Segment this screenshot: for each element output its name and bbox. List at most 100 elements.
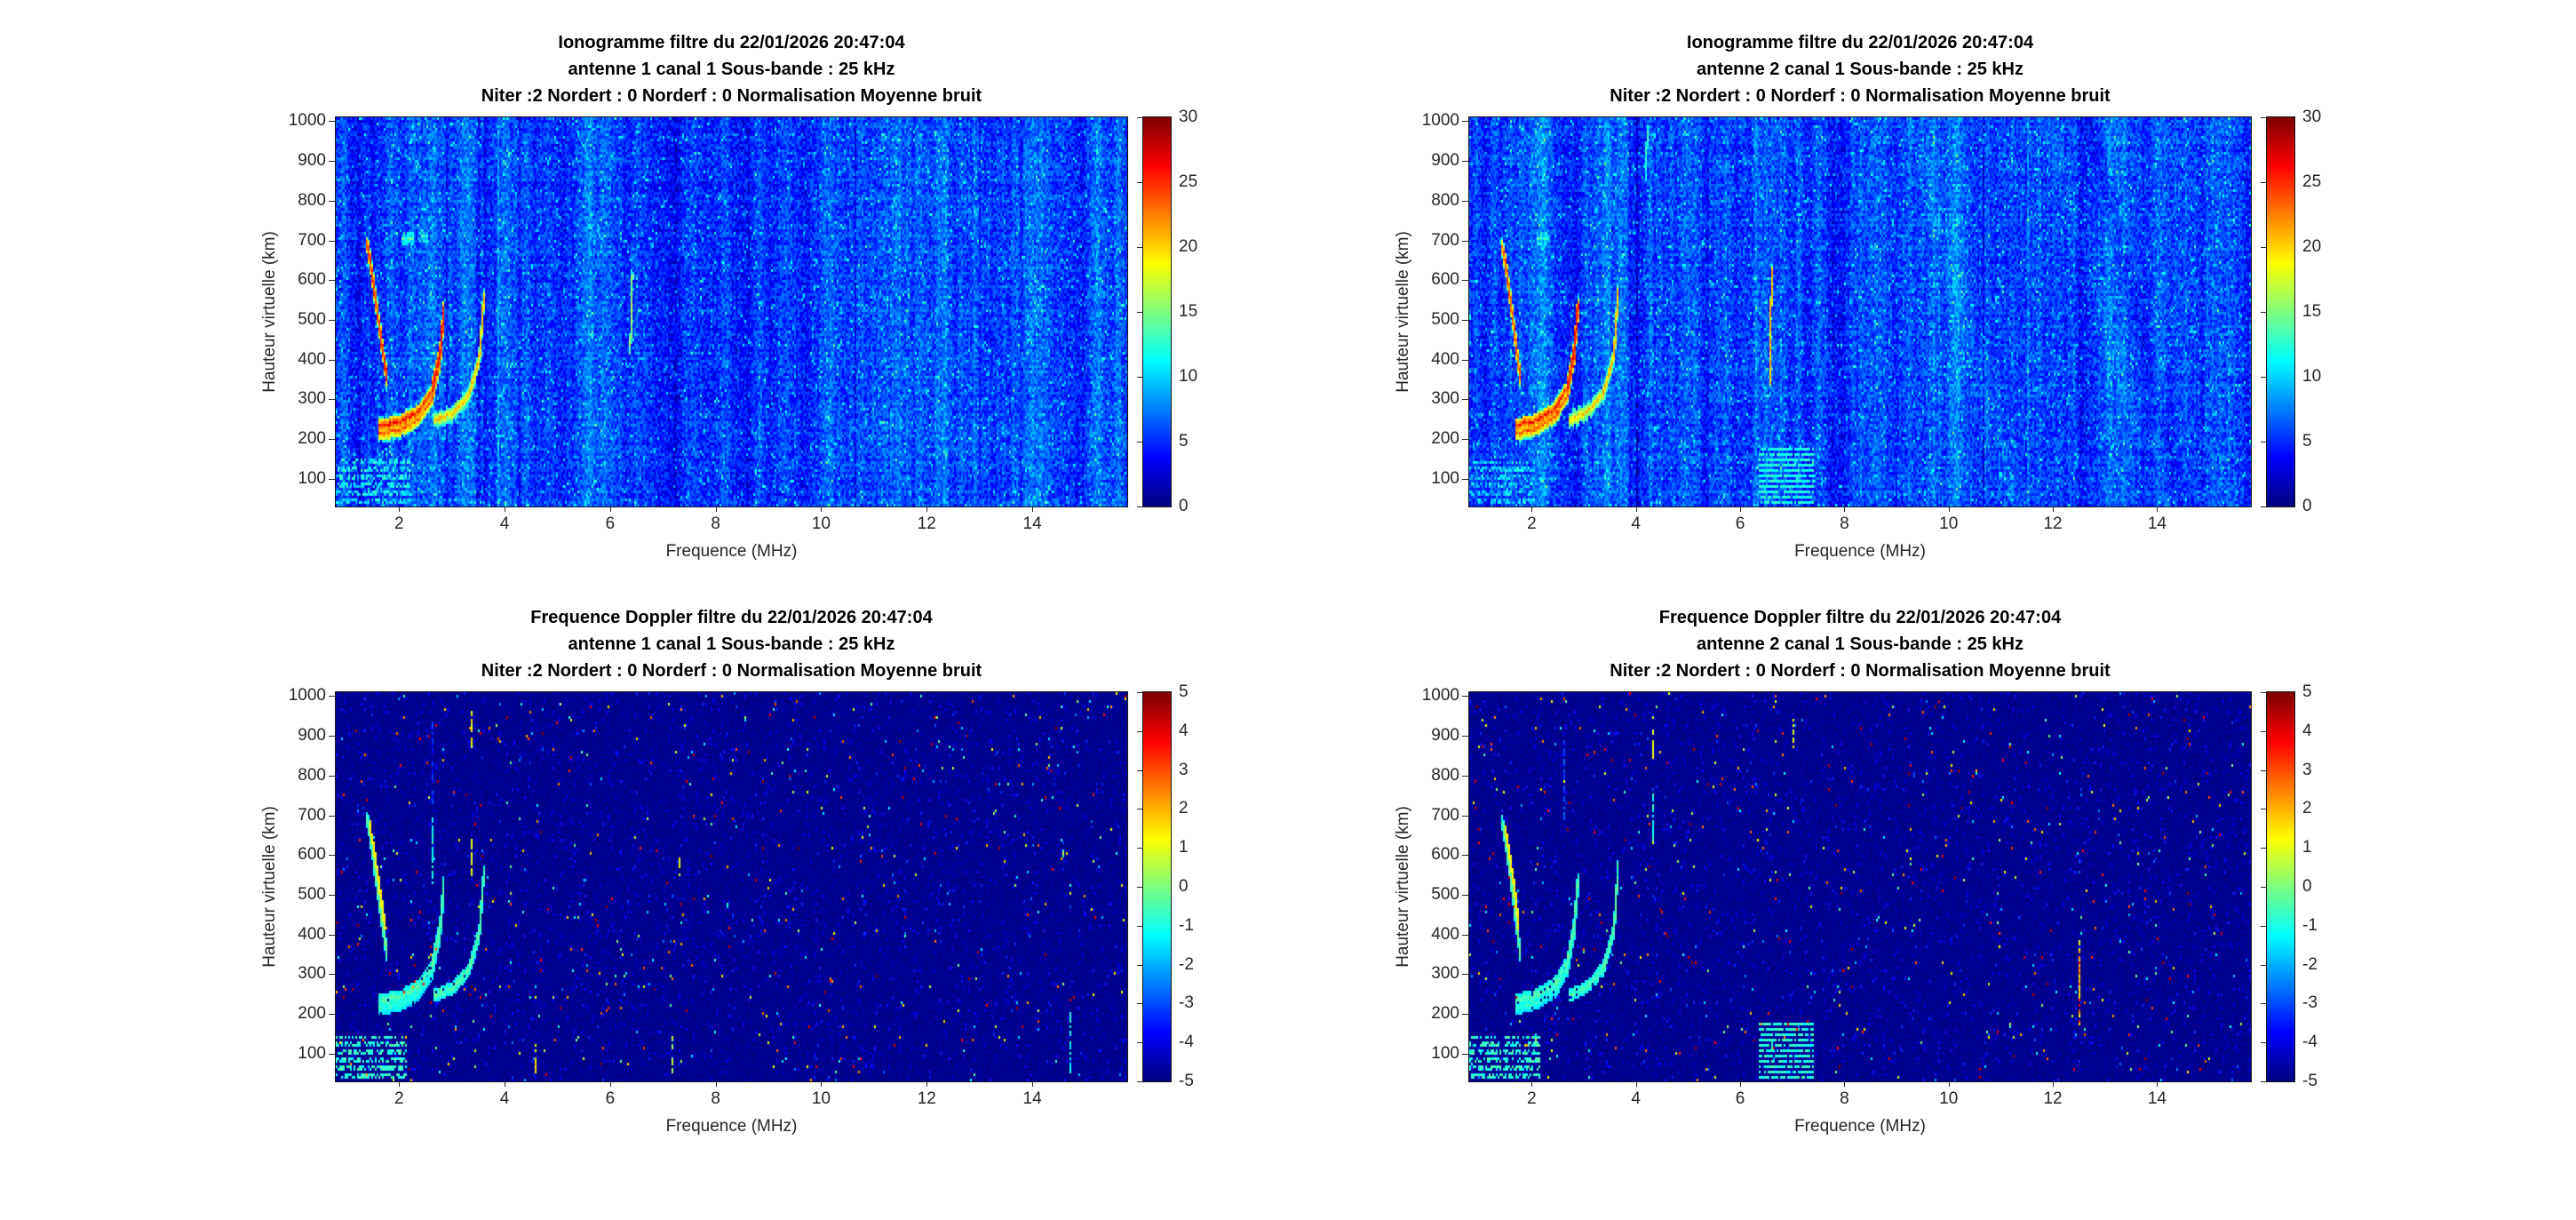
colorbar-tick-label: -3 (2302, 993, 2318, 1013)
colorbar-tick-mark (1137, 692, 1142, 693)
colorbar-tick-label: 5 (2302, 682, 2312, 701)
y-tick-label: 400 (298, 349, 326, 369)
colorbar: -5 -4 -3 -2 -1 0 1 2 3 4 5 (1137, 682, 1194, 1090)
x-tick-mark (2053, 506, 2055, 512)
panel-title-line-2: antenne 2 canal 1 Sous-bande : 25 kHz (1697, 60, 2023, 79)
y-tick-label: 1000 (288, 111, 326, 131)
y-tick-label: 400 (1431, 349, 1459, 369)
colorbar-tick-mark (1137, 1042, 1142, 1044)
panel-title-line-2: antenne 1 canal 1 Sous-bande : 25 kHz (568, 60, 895, 79)
colorbar-tick-label: 4 (1179, 721, 1189, 740)
colorbar-tick-label: -5 (1179, 1072, 1194, 1090)
colorbar-tick-label: 2 (1179, 799, 1189, 818)
panel-doppler-antenne-2: Frequence Doppler filtre du 22/01/2026 2… (1394, 608, 2318, 1136)
colorbar-tick-mark (1137, 848, 1142, 849)
x-tick-label: 12 (917, 1089, 936, 1108)
x-tick-mark (1740, 1081, 1742, 1087)
colorbar-tick-mark (2261, 769, 2266, 771)
x-tick-label: 4 (499, 514, 510, 533)
y-tick-mark (329, 815, 335, 817)
y-tick-mark (329, 161, 335, 163)
colorbar-tick-label: 10 (2302, 367, 2322, 386)
colorbar-tick-label: 25 (1179, 172, 1198, 191)
x-tick-mark (1032, 506, 1034, 512)
x-tick-label: 10 (1939, 514, 1959, 533)
x-tick-label: 6 (1735, 1089, 1745, 1108)
colorbar-canvas (2267, 117, 2294, 506)
y-tick-mark (1462, 399, 1468, 401)
x-tick-label: 10 (811, 1089, 831, 1108)
y-tick-label: 400 (1431, 924, 1459, 944)
y-tick-label: 500 (298, 309, 326, 329)
y-axis-label: Hauteur virtuelle (km) (260, 231, 279, 393)
y-tick-mark (329, 1014, 335, 1016)
colorbar-tick-mark (2261, 247, 2266, 248)
panel-ionogramme-antenne-1: Ionogramme filtre du 22/01/2026 20:47:04… (260, 33, 1197, 561)
colorbar-tick-mark (1137, 964, 1142, 966)
x-tick-mark (609, 506, 611, 512)
x-tick-label: 2 (394, 1089, 404, 1108)
y-tick-mark (329, 1053, 335, 1055)
x-tick-label: 2 (1527, 514, 1537, 533)
y-tick-mark (329, 775, 335, 777)
x-tick-mark (2053, 1081, 2055, 1087)
colorbar-tick-mark (1137, 377, 1142, 378)
y-tick-mark (329, 855, 335, 857)
panel-doppler-antenne-1: Frequence Doppler filtre du 22/01/2026 2… (260, 608, 1194, 1136)
x-tick-label: 10 (1939, 1089, 1959, 1108)
y-tick-mark (1462, 974, 1468, 976)
y-tick-mark (1462, 775, 1468, 777)
colorbar-tick-mark (1137, 182, 1142, 183)
y-tick-mark (329, 200, 335, 202)
y-tick-mark (1462, 439, 1468, 441)
colorbar-tick-mark (1137, 442, 1142, 443)
panel-title-line-3: Niter :2 Nordert : 0 Norderf : 0 Normali… (1610, 86, 2111, 106)
y-tick-label: 900 (1431, 151, 1459, 171)
y-tick-label: 800 (1431, 190, 1459, 210)
x-axis-label: Frequence (MHz) (665, 1117, 798, 1136)
y-tick-mark (329, 478, 335, 480)
y-tick-label: 500 (1431, 884, 1459, 904)
x-tick-mark (1531, 506, 1533, 512)
colorbar-tick-mark (2261, 377, 2266, 378)
colorbar-tick-mark (2261, 1081, 2266, 1082)
y-tick-mark (1462, 478, 1468, 480)
x-tick-mark (926, 506, 928, 512)
y-tick-label: 100 (298, 1043, 326, 1063)
colorbar-tick-mark (1137, 247, 1142, 248)
y-tick-label: 700 (1431, 805, 1459, 825)
colorbar-tick-mark (2261, 506, 2266, 507)
colorbar-tick-mark (2261, 925, 2266, 927)
y-tick-mark (1462, 319, 1468, 321)
colorbar-tick-mark (2261, 182, 2266, 183)
y-tick-mark (1462, 815, 1468, 817)
y-tick-label: 200 (298, 1004, 326, 1024)
colorbar-tick-label: 3 (2302, 760, 2312, 779)
x-tick-label: 6 (605, 514, 616, 533)
y-tick-label: 800 (1431, 765, 1459, 785)
y-tick-label: 1000 (1421, 111, 1459, 131)
x-tick-mark (1635, 506, 1637, 512)
colorbar-tick-mark (1137, 506, 1142, 507)
y-tick-mark (329, 121, 335, 123)
colorbar-canvas (1143, 692, 1171, 1081)
x-axis-label: Frequence (MHz) (665, 542, 798, 561)
colorbar-tick-label: 5 (1179, 682, 1189, 701)
x-tick-label: 4 (1631, 1089, 1641, 1108)
x-tick-label: 6 (605, 1089, 616, 1108)
x-tick-label: 14 (2147, 514, 2167, 533)
colorbar-tick-label: 30 (1179, 108, 1198, 126)
colorbar-tick-mark (1137, 312, 1142, 313)
x-tick-label: 8 (711, 1089, 720, 1108)
colorbar-tick-mark (2261, 848, 2266, 849)
ionogram-heatmap-canvas (1469, 117, 2251, 506)
x-tick-mark (1844, 1081, 1846, 1087)
colorbar-tick-label: -3 (1179, 993, 1194, 1013)
colorbar-canvas (1143, 117, 1171, 506)
colorbar-tick-label: 1 (2302, 838, 2312, 857)
y-tick-mark (329, 974, 335, 976)
x-tick-mark (1948, 1081, 1950, 1087)
x-tick-label: 10 (811, 514, 831, 533)
colorbar-tick-label: -4 (1179, 1033, 1194, 1052)
